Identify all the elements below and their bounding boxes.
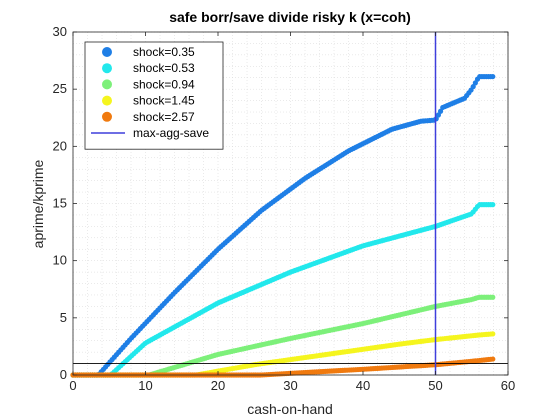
y-tick-label: 25 [53, 81, 67, 96]
legend-marker [102, 47, 112, 57]
x-tick-label: 30 [283, 378, 297, 393]
x-axis-label: cash-on-hand [247, 401, 333, 417]
legend-marker [102, 79, 112, 90]
series-1 [70, 73, 496, 378]
y-tick-label: 15 [53, 196, 67, 211]
x-tick-label: 50 [428, 378, 442, 393]
legend-marker [102, 63, 112, 74]
x-tick-label: 60 [501, 378, 515, 393]
y-tick-label: 10 [53, 253, 67, 268]
data-point [437, 108, 444, 114]
legend-marker [102, 95, 112, 106]
y-tick-label: 5 [60, 310, 67, 325]
data-point [490, 73, 496, 80]
data-point [490, 356, 496, 362]
legend-label: shock=1.45 [133, 94, 195, 108]
series-layer [70, 73, 496, 378]
data-point [470, 84, 476, 90]
data-point [472, 80, 478, 86]
legend-label: shock=0.53 [133, 61, 195, 75]
x-tick-label: 40 [356, 378, 370, 393]
data-point [490, 294, 496, 300]
y-tick-label: 0 [60, 367, 67, 382]
x-tick-label: 0 [69, 378, 76, 393]
legend-label: shock=2.57 [133, 110, 195, 124]
ticks: 0 10 20 30 40 50 60 0 5 10 15 20 25 30 [53, 24, 516, 393]
legend-label: shock=0.94 [133, 77, 195, 91]
data-point [490, 202, 496, 208]
chart-title: safe borr/save divide risky k (x=coh) [169, 9, 411, 25]
y-tick-label: 30 [53, 24, 67, 39]
legend-box [84, 41, 224, 150]
legend: shock=0.35 shock=0.53 shock=0.94 shock=1.45… [84, 41, 224, 150]
x-tick-label: 10 [138, 378, 152, 393]
legend-marker [102, 111, 112, 122]
data-point [490, 331, 496, 337]
x-tick-label: 20 [211, 378, 225, 393]
y-axis-label: aprime/kprime [30, 159, 46, 248]
reference-lines [73, 32, 508, 375]
legend-label: max-agg-save [133, 126, 209, 140]
y-tick-label: 20 [53, 138, 67, 153]
legend-label: shock=0.35 [133, 45, 195, 59]
data-point [435, 112, 441, 118]
